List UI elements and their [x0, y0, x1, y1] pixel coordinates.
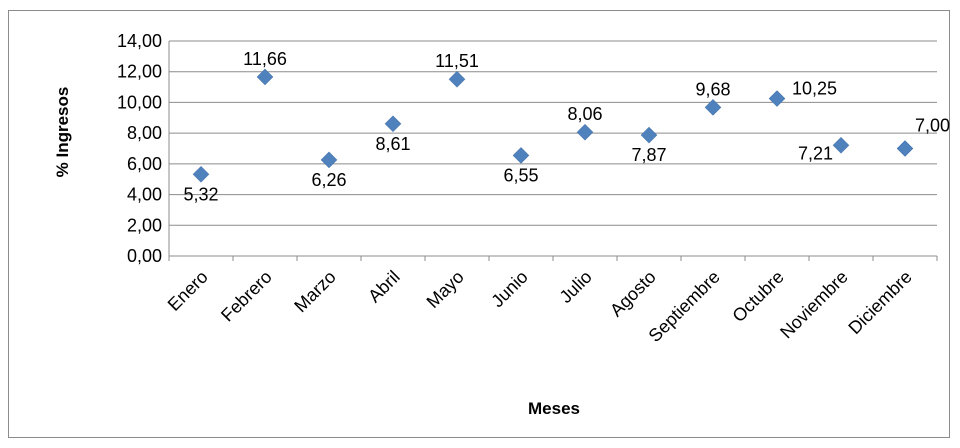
y-tick-label: 14,00	[117, 31, 162, 51]
data-label: 6,26	[311, 170, 346, 190]
data-points	[192, 68, 914, 183]
x-tick-label: Abril	[364, 267, 404, 307]
data-point	[448, 70, 466, 88]
data-point	[512, 147, 530, 164]
chart-frame	[8, 10, 950, 438]
y-tick-label: 10,00	[117, 92, 162, 112]
data-point	[640, 126, 658, 144]
x-tick-label: Enero	[164, 267, 212, 315]
data-label: 6,55	[503, 165, 538, 185]
x-axis-title: Meses	[528, 399, 580, 418]
x-tick-label: Julio	[556, 267, 596, 307]
data-point	[192, 165, 210, 183]
x-tick-labels: Enero Febrero Marzo Abril Mayo Junio Julio Agos…	[164, 267, 916, 346]
data-label: 11,51	[435, 51, 479, 71]
x-tick-label: Mayo	[423, 267, 468, 312]
data-label: 8,06	[567, 104, 602, 124]
data-point	[576, 123, 594, 141]
data-label: 9,68	[695, 79, 730, 99]
data-point	[768, 90, 786, 107]
y-tick-label: 0,00	[127, 246, 162, 266]
data-point	[896, 140, 914, 157]
data-point	[832, 136, 850, 154]
data-point	[704, 98, 722, 116]
y-tick-labels: 0,00 2,00 4,00 6,00 8,00 10,00 12,00 14,00	[117, 31, 162, 266]
y-axis-title: % Ingresos	[53, 87, 72, 178]
gridlines	[168, 40, 938, 261]
data-label: 5,32	[183, 184, 218, 204]
y-tick-label: 8,00	[127, 123, 162, 143]
x-tick-label: Noviembre	[776, 267, 852, 343]
data-point	[384, 115, 402, 133]
x-tick-label: Junio	[487, 267, 532, 312]
data-label: 11,66	[243, 49, 287, 69]
data-label: 8,61	[375, 134, 410, 154]
data-point	[256, 68, 274, 86]
y-tick-label: 2,00	[127, 215, 162, 235]
data-label: 10,25	[792, 79, 837, 99]
y-tick-label: 6,00	[127, 154, 162, 174]
data-point	[320, 151, 338, 169]
data-label: 7,87	[631, 145, 666, 165]
data-label: 7,00	[915, 116, 950, 136]
x-tick-label: Agosto	[606, 267, 660, 321]
y-tick-label: 12,00	[117, 62, 162, 82]
x-tick-label: Octubre	[728, 267, 787, 326]
x-tick-label: Marzo	[290, 267, 340, 317]
data-labels: 5,32 11,66 6,26 8,61 11,51 6,55 8,06 7,87 9,68 10…	[183, 49, 950, 204]
y-tick-label: 4,00	[127, 185, 162, 205]
x-tick-label: Febrero	[217, 267, 276, 326]
data-label: 7,21	[798, 143, 833, 163]
x-tick-label: Diciembre	[844, 267, 915, 338]
